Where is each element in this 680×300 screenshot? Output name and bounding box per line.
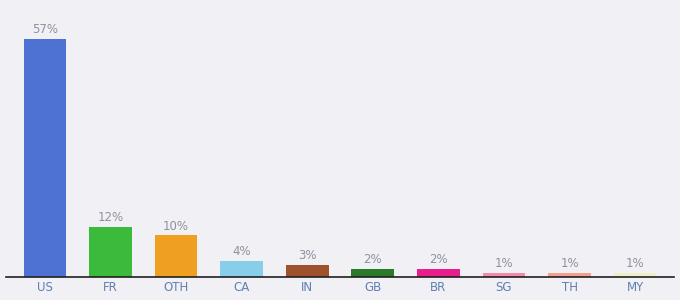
Text: 10%: 10% bbox=[163, 220, 189, 232]
Text: 1%: 1% bbox=[494, 257, 513, 270]
Text: 4%: 4% bbox=[233, 244, 251, 258]
Bar bbox=[89, 227, 132, 277]
Text: 57%: 57% bbox=[32, 23, 58, 36]
Bar bbox=[417, 269, 460, 277]
Bar bbox=[220, 261, 263, 277]
Bar bbox=[548, 273, 591, 277]
Bar bbox=[24, 39, 66, 277]
Bar bbox=[614, 273, 656, 277]
Text: 12%: 12% bbox=[97, 211, 124, 224]
Bar bbox=[155, 236, 197, 277]
Text: 1%: 1% bbox=[560, 257, 579, 270]
Text: 2%: 2% bbox=[429, 253, 447, 266]
Text: 3%: 3% bbox=[298, 249, 316, 262]
Bar bbox=[286, 265, 328, 277]
Text: 2%: 2% bbox=[364, 253, 382, 266]
Text: 1%: 1% bbox=[626, 257, 645, 270]
Bar bbox=[483, 273, 525, 277]
Bar bbox=[352, 269, 394, 277]
